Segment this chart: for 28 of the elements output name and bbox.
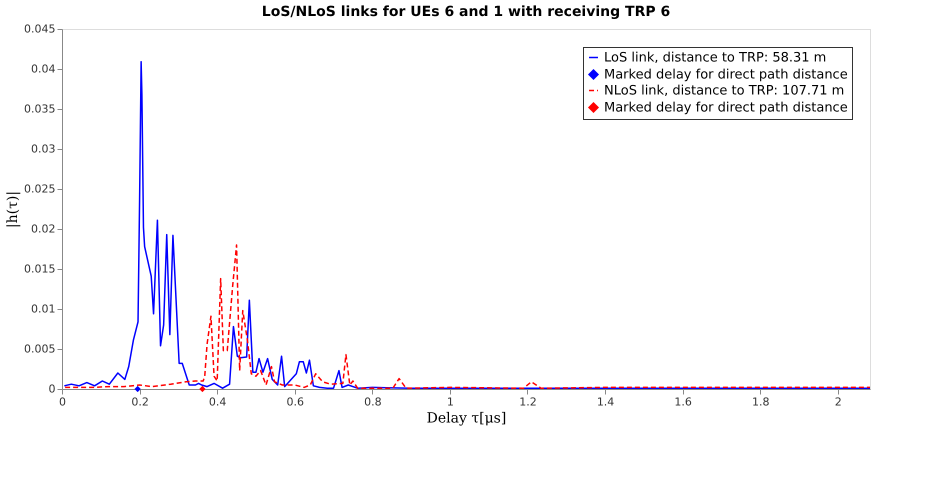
x-tick-label: 0.2: [131, 396, 149, 408]
legend-label: NLoS link, distance to TRP: 107.71 m: [604, 84, 844, 98]
y-tick-label: 0.005: [24, 342, 56, 356]
y-tick-label: 0.01: [31, 302, 56, 316]
x-tick-label: 0.8: [364, 396, 382, 408]
x-tick-label: 0.6: [286, 396, 304, 408]
x-tick-label: 1.8: [752, 396, 770, 408]
legend-label: Marked delay for direct path distance: [604, 100, 848, 116]
y-tick-label: 0.045: [24, 22, 56, 36]
y-tick-label: 0.03: [31, 142, 56, 156]
x-tick-label: 1.6: [674, 396, 692, 408]
y-tick-label: 0.02: [31, 222, 56, 236]
y-tick-label: 0.035: [24, 102, 56, 116]
legend-label: Marked delay for direct path distance: [604, 68, 848, 82]
y-tick-label: 0.025: [24, 182, 56, 196]
x-tick-label: 0: [59, 396, 66, 408]
x-tick-label: 1: [446, 396, 454, 408]
y-tick-label: 0.015: [24, 262, 56, 276]
y-tick-label: 0: [48, 382, 56, 396]
y-axis-title: |h(τ)|: [5, 190, 22, 228]
x-tick-label: 0.4: [208, 396, 226, 408]
chart-title: LoS/NLoS links for UEs 6 and 1 with receiving TRP 6: [262, 4, 670, 20]
x-axis-title: Delay τ[μs]: [426, 410, 506, 426]
x-tick-label: 2: [834, 396, 842, 408]
y-tick-label: 0.04: [31, 62, 56, 76]
x-tick-label: 1.2: [519, 396, 537, 408]
legend-label: LoS link, distance to TRP: 58.31 m: [604, 50, 826, 66]
x-tick-label: 1.4: [596, 396, 614, 408]
